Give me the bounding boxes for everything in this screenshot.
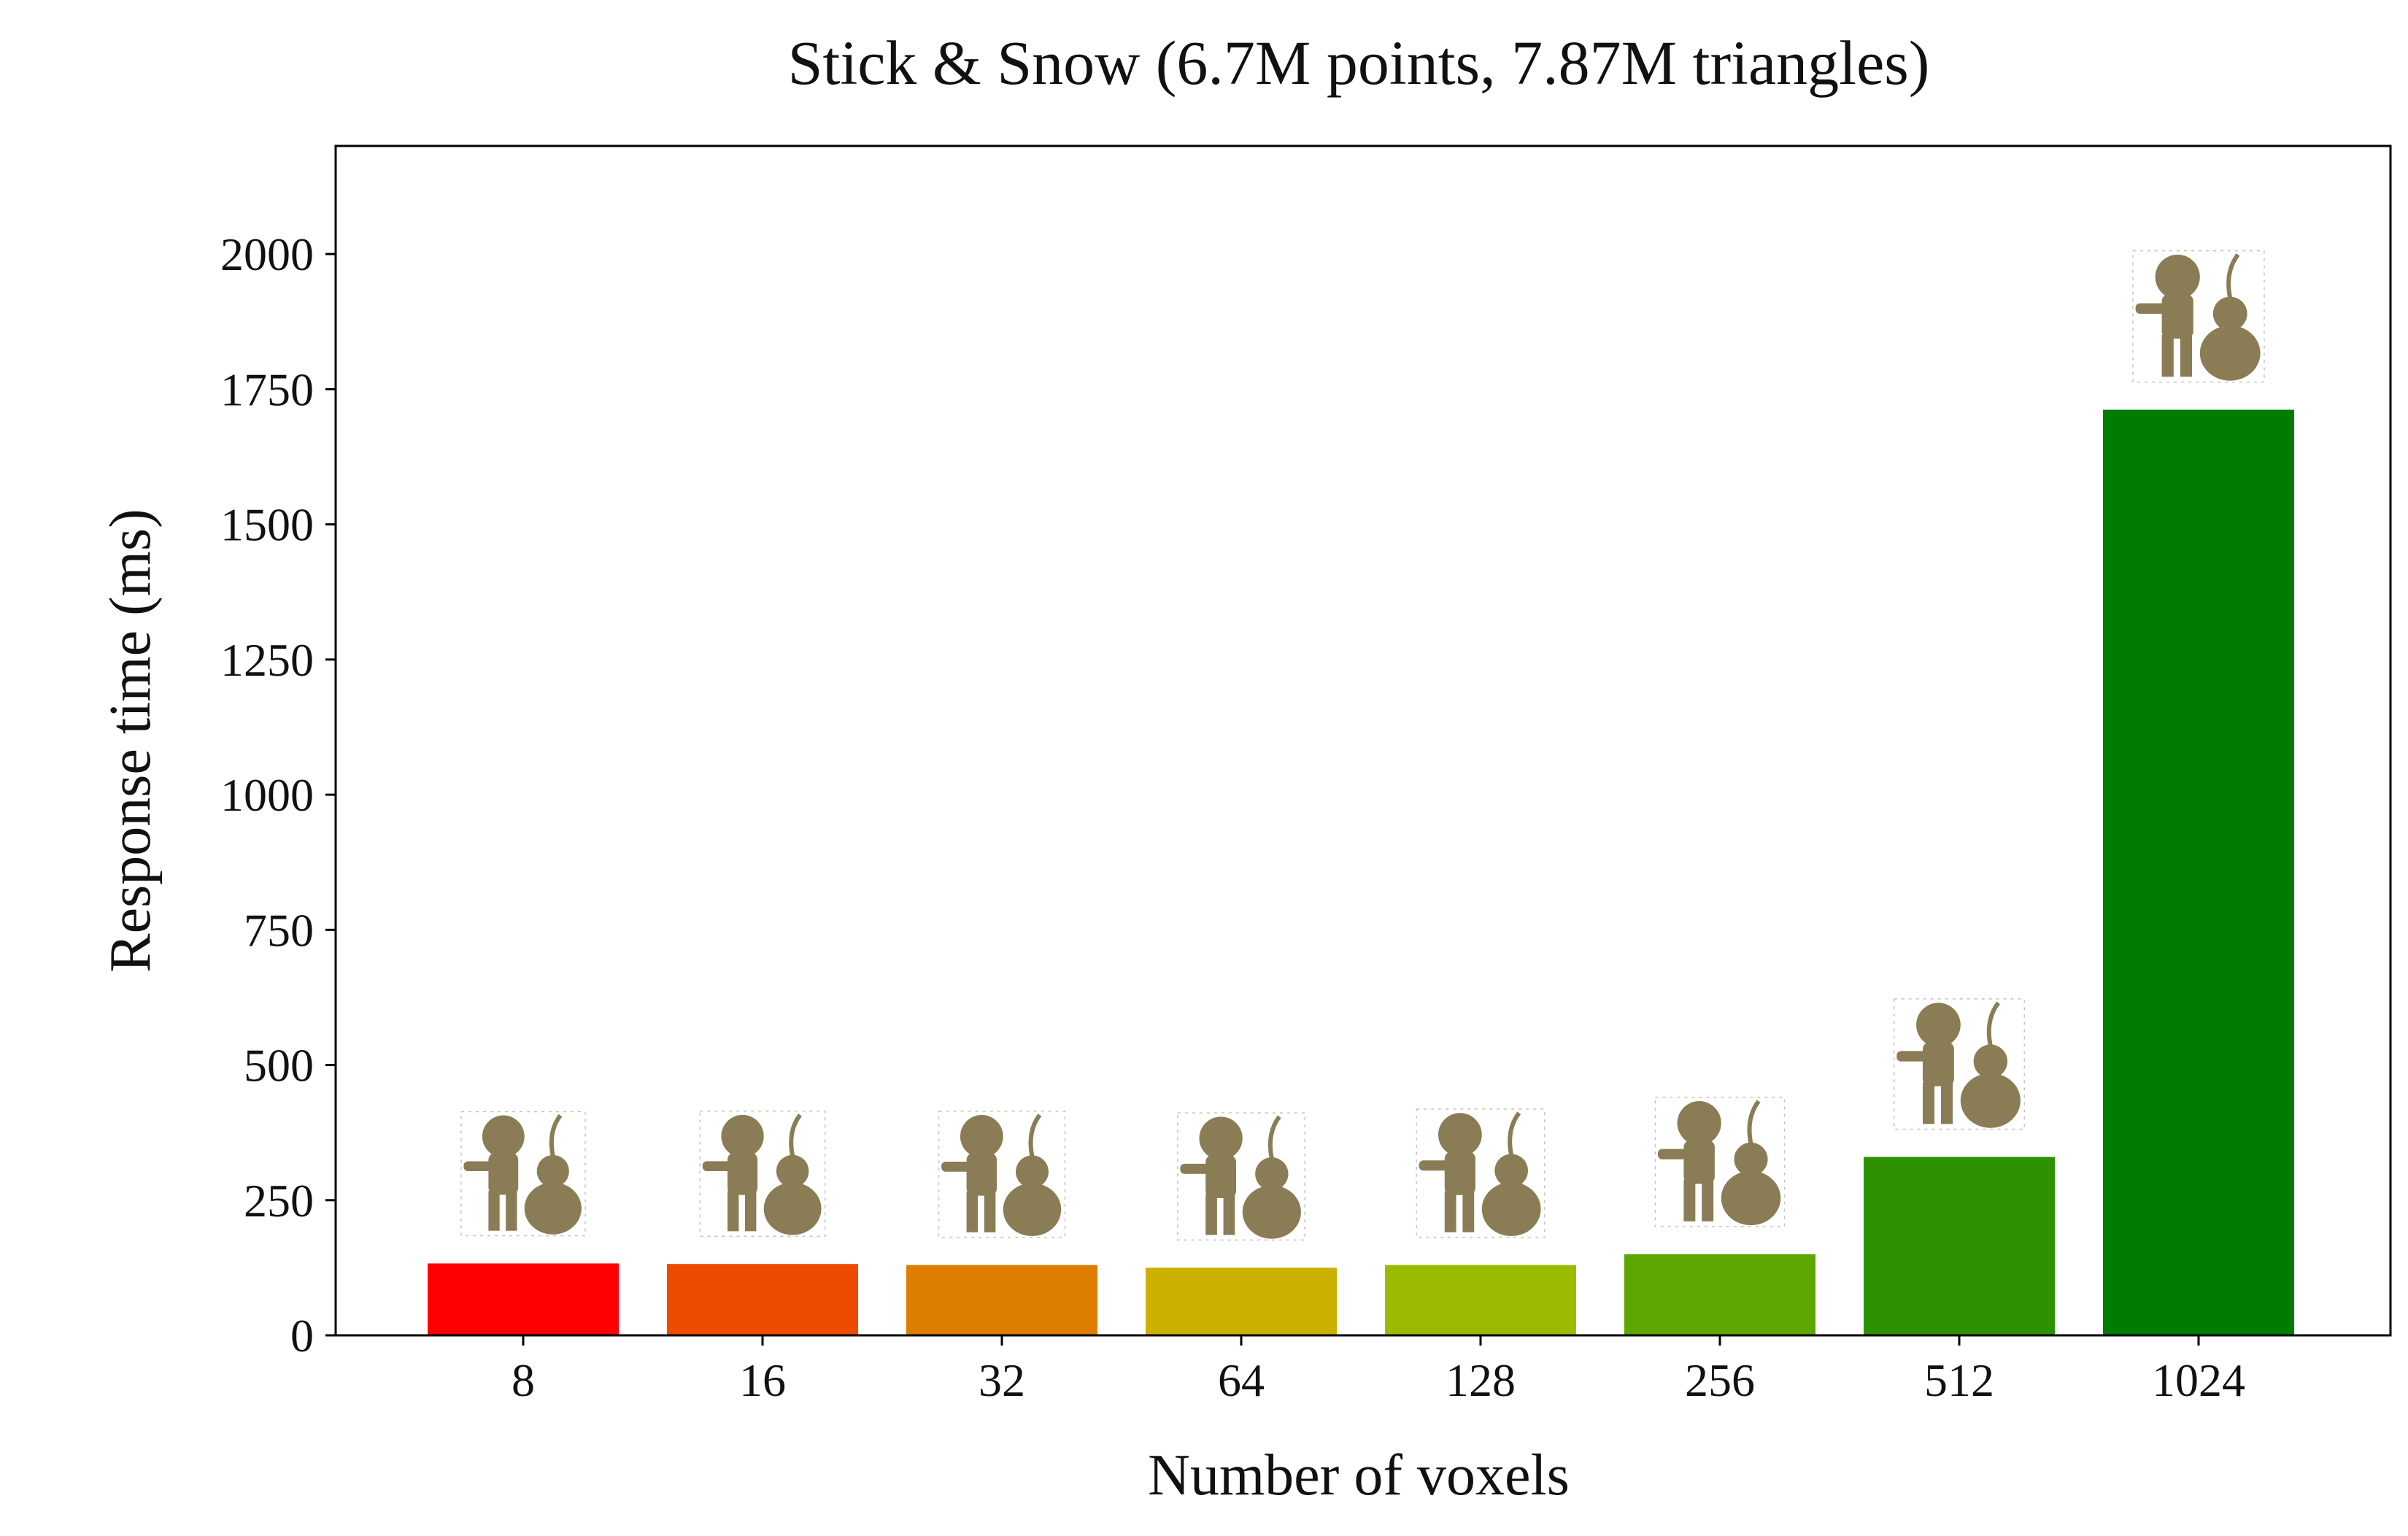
bar-8 [428, 1263, 619, 1335]
x-tick-label: 128 [1446, 1354, 1516, 1406]
y-tick-label: 2000 [220, 228, 314, 280]
y-tick-label: 1250 [220, 634, 314, 686]
x-tick-label: 64 [1218, 1354, 1265, 1406]
stick-and-snow-model-render-icon [460, 1111, 586, 1237]
x-axis-label: Number of voxels [1148, 1443, 1570, 1508]
y-tick-label: 0 [290, 1310, 314, 1362]
stick-and-snow-model-render-icon [699, 1111, 826, 1237]
y-tick-label: 1500 [220, 499, 314, 551]
stick-and-snow-model-render-icon [2132, 250, 2265, 383]
stick-and-snow-model-render-icon [1177, 1112, 1305, 1241]
stick-and-snow-model-render-icon [1893, 998, 2026, 1130]
x-tick-label: 16 [739, 1354, 786, 1406]
bar-32 [906, 1265, 1097, 1335]
bar-128 [1385, 1265, 1576, 1335]
bar-1024 [2103, 409, 2294, 1335]
bar-16 [667, 1264, 858, 1335]
bar-512 [1864, 1157, 2055, 1335]
bars-layer [428, 409, 2294, 1335]
plot-area-frame [334, 144, 2392, 1337]
y-tick-label: 1000 [220, 769, 314, 821]
x-tick-label: 32 [979, 1354, 1025, 1406]
x-tick-label: 256 [1685, 1354, 1755, 1406]
y-tick-label: 250 [244, 1175, 314, 1227]
axis-ticks-layer: 8 16 32 64 128 256 512 1024 0 250 500 750 1000 1250 15… [220, 228, 2245, 1406]
y-tick-label: 500 [244, 1040, 314, 1092]
bar-256 [1624, 1254, 1815, 1335]
model-thumbnails-layer [460, 250, 2265, 1241]
chart-title: Stick & Snow (6.7M points, 7.87M triangl… [788, 28, 1930, 98]
stick-and-snow-model-render-icon [1654, 1096, 1786, 1227]
x-tick-label: 8 [512, 1354, 535, 1406]
stick-and-snow-model-render-icon [938, 1111, 1066, 1238]
x-tick-label: 1024 [2152, 1354, 2245, 1406]
y-axis-label: Response time (ms) [99, 509, 163, 972]
stick-and-snow-model-render-icon [1416, 1108, 1545, 1238]
x-tick-label: 512 [1924, 1354, 1994, 1406]
bar-64 [1146, 1267, 1337, 1335]
y-tick-label: 1750 [220, 363, 314, 415]
y-tick-label: 750 [244, 904, 314, 956]
